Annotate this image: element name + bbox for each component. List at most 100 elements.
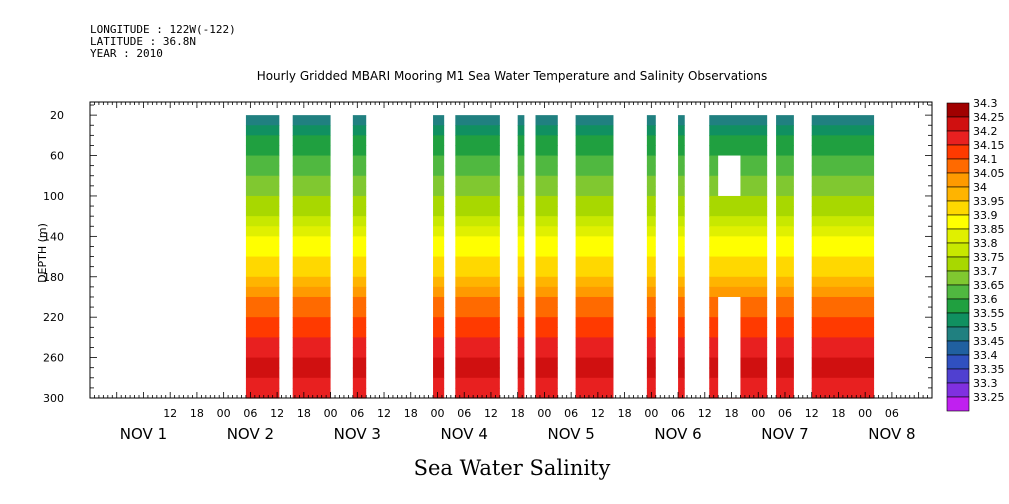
data-cell bbox=[646, 286, 656, 298]
data-cell bbox=[292, 307, 331, 318]
data-cell bbox=[245, 317, 280, 328]
data-cell bbox=[811, 115, 875, 126]
y-tick-label: 20 bbox=[50, 109, 64, 122]
colorbar-label: 33.5 bbox=[973, 321, 998, 334]
data-cell bbox=[646, 175, 656, 187]
data-cell bbox=[709, 145, 768, 157]
data-cell bbox=[517, 135, 525, 147]
missing-data-box bbox=[718, 155, 741, 196]
data-cell bbox=[535, 135, 558, 147]
data-cell bbox=[292, 377, 331, 389]
data-cell bbox=[517, 266, 525, 278]
colorbar-swatch bbox=[946, 214, 970, 230]
year-label: YEAR : 2010 bbox=[90, 47, 163, 60]
data-cell bbox=[455, 195, 500, 207]
data-cell bbox=[517, 195, 525, 207]
colorbar-swatch bbox=[946, 284, 970, 300]
x-day-label: NOV 1 bbox=[120, 425, 167, 443]
data-cell bbox=[811, 357, 875, 369]
data-cell bbox=[535, 286, 558, 298]
data-cell bbox=[646, 276, 656, 288]
missing-data-box bbox=[718, 296, 741, 398]
data-cell bbox=[811, 286, 875, 298]
colorbar-label: 33.8 bbox=[973, 237, 998, 250]
data-cell bbox=[776, 155, 794, 167]
data-cell bbox=[245, 357, 280, 369]
data-cell bbox=[709, 135, 768, 147]
data-cell bbox=[535, 165, 558, 177]
data-cell bbox=[292, 236, 331, 248]
data-cell bbox=[517, 357, 525, 369]
data-cell bbox=[575, 337, 614, 349]
data-cell bbox=[292, 387, 331, 399]
data-cell bbox=[678, 296, 685, 308]
data-cell bbox=[433, 155, 445, 167]
y-tick-label: 300 bbox=[43, 392, 64, 405]
data-cell bbox=[709, 195, 768, 207]
colorbar-swatch bbox=[946, 158, 970, 174]
data-cell bbox=[776, 145, 794, 157]
data-cell bbox=[352, 357, 367, 369]
data-cell bbox=[352, 276, 367, 288]
data-cell bbox=[575, 256, 614, 268]
longitude-label: LONGITUDE : 122W(-122) bbox=[90, 23, 236, 36]
data-cell bbox=[776, 337, 794, 349]
data-segment bbox=[646, 115, 656, 399]
data-cell bbox=[678, 276, 685, 288]
data-cell bbox=[709, 236, 768, 248]
data-segment bbox=[811, 115, 875, 399]
data-cell bbox=[678, 286, 685, 298]
data-cell bbox=[575, 276, 614, 288]
data-segment bbox=[433, 115, 445, 399]
data-cell bbox=[776, 216, 794, 227]
data-cell bbox=[678, 216, 685, 227]
data-cell bbox=[535, 327, 558, 338]
data-cell bbox=[811, 165, 875, 177]
data-cell bbox=[517, 145, 525, 157]
data-cell bbox=[455, 367, 500, 379]
data-cell bbox=[517, 226, 525, 237]
data-cell bbox=[678, 185, 685, 197]
data-cell bbox=[433, 256, 445, 268]
colorbar-swatch bbox=[946, 102, 970, 118]
data-cell bbox=[776, 276, 794, 288]
data-cell bbox=[535, 125, 558, 136]
data-cell bbox=[292, 367, 331, 379]
data-cell bbox=[776, 296, 794, 308]
data-cell bbox=[245, 246, 280, 258]
x-tick-label: 06 bbox=[885, 407, 899, 420]
data-cell bbox=[245, 216, 280, 227]
data-cell bbox=[245, 226, 280, 237]
data-cell bbox=[646, 135, 656, 147]
data-cell bbox=[776, 266, 794, 278]
data-cell bbox=[575, 145, 614, 157]
colorbar-label: 33.85 bbox=[973, 223, 1005, 236]
data-cell bbox=[776, 317, 794, 328]
data-cell bbox=[646, 236, 656, 248]
data-cell bbox=[646, 206, 656, 217]
data-cell bbox=[292, 216, 331, 227]
data-cell bbox=[455, 357, 500, 369]
data-cell bbox=[776, 115, 794, 126]
data-cell bbox=[709, 256, 768, 268]
data-cell bbox=[433, 327, 445, 338]
data-cell bbox=[517, 337, 525, 349]
colorbar-swatch bbox=[946, 130, 970, 146]
data-cell bbox=[776, 135, 794, 147]
colorbar-label: 34.15 bbox=[973, 139, 1005, 152]
data-cell bbox=[292, 256, 331, 268]
data-cell bbox=[352, 256, 367, 268]
data-cell bbox=[292, 175, 331, 187]
y-tick-label: 100 bbox=[43, 190, 64, 203]
data-cell bbox=[245, 337, 280, 349]
data-cell bbox=[535, 206, 558, 217]
data-cell bbox=[678, 206, 685, 217]
data-cell bbox=[575, 155, 614, 167]
data-cell bbox=[811, 337, 875, 349]
data-cell bbox=[433, 357, 445, 369]
data-cell bbox=[678, 337, 685, 349]
data-cell bbox=[575, 387, 614, 399]
data-cell bbox=[575, 266, 614, 278]
data-cell bbox=[455, 226, 500, 237]
data-cell bbox=[245, 327, 280, 338]
